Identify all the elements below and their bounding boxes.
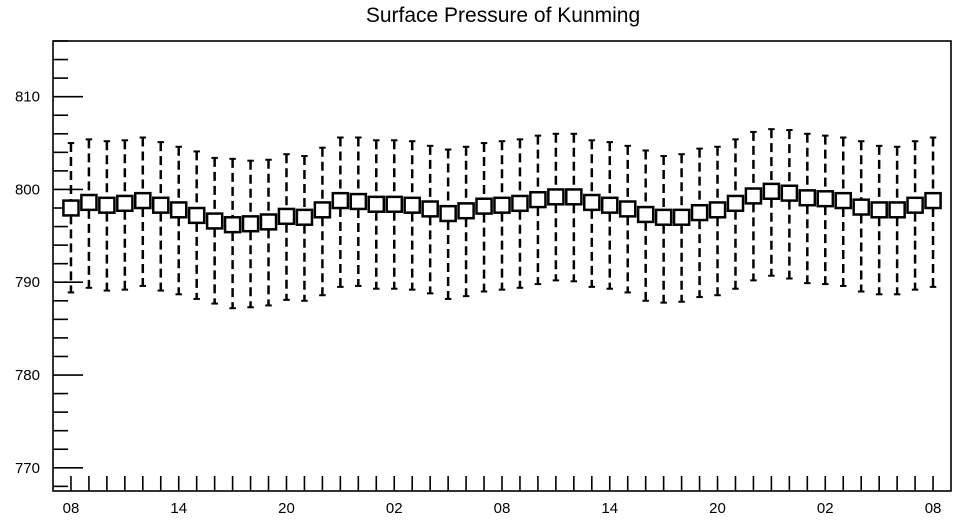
box-marker <box>565 188 583 206</box>
box-marker <box>798 189 817 207</box>
x-tick-label: 02 <box>817 500 834 517</box>
plot-area-frame <box>52 40 952 492</box>
x-axis: 08 14 20 02 08 14 20 02 08 <box>63 476 942 517</box>
box-marker <box>852 198 870 216</box>
box-marker <box>151 196 170 214</box>
box-marker <box>600 196 619 214</box>
box-marker <box>241 215 260 233</box>
box-marker <box>780 184 799 202</box>
boxplot-series <box>62 128 942 310</box>
y-tick-label: 770 <box>15 460 40 477</box>
box-marker <box>726 194 745 213</box>
box-marker <box>331 191 350 210</box>
box-marker <box>618 200 637 218</box>
box-marker <box>439 204 457 223</box>
y-tick-label: 800 <box>15 181 40 198</box>
box-marker <box>493 196 511 214</box>
box-marker <box>672 208 691 226</box>
box-marker <box>744 187 763 205</box>
box-marker <box>834 191 853 210</box>
x-tick-label: 08 <box>925 500 942 517</box>
box-marker <box>259 213 278 231</box>
y-tick-label: 790 <box>15 274 40 291</box>
x-tick-label: 14 <box>601 500 618 517</box>
y-tick-label: 810 <box>15 89 40 106</box>
box-marker <box>313 201 332 219</box>
box-marker <box>529 190 547 209</box>
box-marker <box>475 197 493 215</box>
box-marker <box>690 203 709 222</box>
box-marker <box>888 201 906 219</box>
box-marker <box>98 196 116 214</box>
box-marker <box>636 205 655 224</box>
x-tick-label: 08 <box>494 500 511 517</box>
box-marker <box>277 207 296 226</box>
y-tick-label: 780 <box>15 367 40 384</box>
box-marker <box>134 191 152 210</box>
box-marker <box>349 192 368 211</box>
x-tick-label: 20 <box>709 500 726 517</box>
box-marker <box>906 196 924 214</box>
box-marker <box>116 194 134 213</box>
box-marker <box>870 201 888 219</box>
x-tick-label: 14 <box>170 500 187 517</box>
box-marker <box>295 208 314 226</box>
box-marker <box>187 206 206 225</box>
box-marker <box>367 195 386 213</box>
box-marker <box>457 202 475 220</box>
box-marker <box>205 212 224 230</box>
box-marker <box>547 188 565 206</box>
box-marker <box>654 208 673 226</box>
x-tick-label: 02 <box>386 500 403 517</box>
box-marker <box>169 201 188 219</box>
box-marker <box>62 199 80 217</box>
chart-title: Surface Pressure of Kunming <box>366 4 640 27</box>
box-marker <box>385 195 404 213</box>
y-axis: 770 780 790 800 810 <box>15 40 83 488</box>
box-marker <box>511 194 529 213</box>
box-marker <box>80 193 98 212</box>
box-marker <box>924 191 942 210</box>
x-tick-label: 08 <box>63 500 80 517</box>
box-marker <box>421 200 439 218</box>
box-marker <box>223 216 242 234</box>
box-marker <box>403 196 421 214</box>
box-marker <box>762 182 781 200</box>
box-marker <box>816 190 835 208</box>
box-marker <box>708 201 727 219</box>
box-marker <box>583 193 601 212</box>
x-tick-label: 20 <box>278 500 295 517</box>
